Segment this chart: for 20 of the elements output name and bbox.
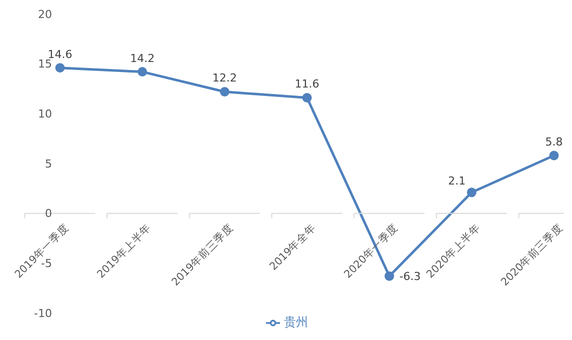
point xyxy=(549,150,559,160)
point xyxy=(384,271,394,281)
y-tick-label: 0 xyxy=(45,207,52,220)
y-tick-label: 10 xyxy=(38,108,52,121)
y-tick-label: -5 xyxy=(41,257,52,270)
y-tick-label: 5 xyxy=(45,157,52,170)
y-tick-label: -10 xyxy=(34,306,52,320)
data-label: 14.2 xyxy=(130,52,155,65)
point xyxy=(138,67,148,77)
point xyxy=(220,86,230,96)
data-label: 2.1 xyxy=(448,174,466,188)
data-label: -6.3 xyxy=(399,270,421,284)
data-label: 5.8 xyxy=(545,136,563,149)
legend-label: 贵州 xyxy=(284,315,308,329)
point xyxy=(302,92,312,102)
point xyxy=(466,188,476,198)
point xyxy=(55,63,65,73)
data-label: 11.6 xyxy=(294,78,320,91)
data-label: 12.2 xyxy=(212,72,237,85)
y-tick-label: 20 xyxy=(38,8,52,21)
